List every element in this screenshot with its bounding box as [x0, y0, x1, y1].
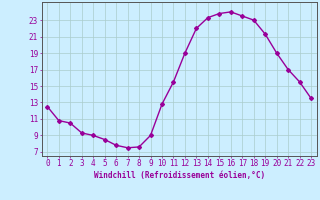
X-axis label: Windchill (Refroidissement éolien,°C): Windchill (Refroidissement éolien,°C): [94, 171, 265, 180]
